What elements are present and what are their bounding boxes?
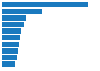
Bar — [2, 35, 20, 40]
Bar — [2, 42, 19, 47]
Bar — [2, 9, 42, 14]
Bar — [2, 55, 17, 60]
Bar — [2, 48, 18, 54]
Bar — [2, 28, 21, 34]
Bar — [2, 22, 24, 27]
Bar — [2, 61, 15, 67]
Bar — [2, 15, 26, 21]
Bar — [2, 2, 88, 7]
